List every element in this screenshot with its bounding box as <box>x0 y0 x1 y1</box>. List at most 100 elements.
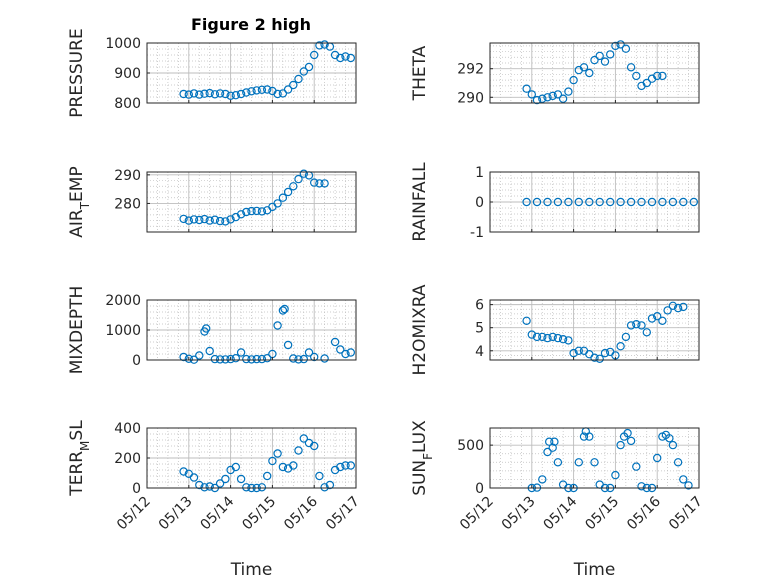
data-point <box>179 89 188 99</box>
data-point <box>289 182 298 191</box>
x-tick-label: 05/12 <box>457 494 497 534</box>
data-point <box>278 89 288 98</box>
axes-box <box>489 42 700 104</box>
data-point <box>236 348 246 357</box>
data-point <box>215 216 225 226</box>
data-point <box>668 440 678 450</box>
data-point <box>273 199 282 208</box>
data-point <box>310 50 319 60</box>
data-point <box>179 467 188 476</box>
data-point <box>637 482 646 491</box>
y-tick-label: 900 <box>114 66 141 82</box>
data-point <box>653 71 662 81</box>
data-point <box>184 216 193 225</box>
data-point <box>205 482 214 491</box>
y-tick-label: 1 <box>475 165 484 181</box>
data-point <box>226 354 235 364</box>
figure-title: Figure 2 high <box>191 15 311 34</box>
x-axis-label: Time <box>573 560 616 580</box>
data-point <box>200 89 209 98</box>
data-point <box>341 461 350 470</box>
data-point <box>532 197 542 207</box>
data-point <box>538 94 547 103</box>
data-point <box>653 312 662 321</box>
data-point <box>673 458 683 467</box>
data-point <box>200 214 209 224</box>
data-point <box>585 197 594 207</box>
data-point <box>668 301 678 310</box>
data-point <box>320 483 329 492</box>
y-tick-label: 5 <box>475 321 484 337</box>
data-point <box>346 348 355 357</box>
x-tick-label: 05/17 <box>323 494 363 534</box>
data-point <box>189 473 199 482</box>
data-point <box>236 89 246 99</box>
data-point <box>585 68 594 78</box>
data-point <box>574 346 584 355</box>
data-point <box>221 89 230 99</box>
x-tick-label: 05/16 <box>624 493 664 533</box>
data-point <box>320 354 329 363</box>
data-point <box>289 461 298 470</box>
data-point <box>195 90 204 99</box>
data-point <box>658 197 667 207</box>
data-point <box>538 475 547 484</box>
data-point <box>210 90 220 99</box>
y-tick-label: 500 <box>457 438 484 454</box>
data-point <box>310 352 319 362</box>
data-point <box>632 320 641 329</box>
data-point <box>304 348 314 357</box>
data-point <box>574 197 584 207</box>
data-point <box>579 432 589 441</box>
data-point <box>522 316 531 325</box>
y-tick-label: 292 <box>457 62 484 78</box>
data-point <box>658 316 667 325</box>
y-tick-label: 290 <box>457 90 484 106</box>
data-point <box>221 474 230 484</box>
y-axis-label: RAINFALL <box>410 162 430 242</box>
data-point <box>294 74 303 84</box>
y-axis-label: TERRMSL <box>67 420 92 497</box>
y-axis-label: MIXDEPTH <box>67 286 87 375</box>
data-point <box>569 348 578 358</box>
data-point <box>543 333 552 343</box>
y-tick-label: 6 <box>475 298 484 314</box>
data-point <box>611 470 620 480</box>
data-point <box>299 67 308 76</box>
data-point <box>679 197 688 207</box>
subplot-mixdepth: 0 1000 2000 MIXDEPTH <box>67 286 357 375</box>
data-point <box>626 197 636 207</box>
data-point <box>242 354 251 364</box>
data-point <box>553 333 563 343</box>
data-point <box>221 355 230 364</box>
y-tick-label: 0 <box>132 481 141 497</box>
data-point <box>684 481 693 490</box>
axes-box <box>146 171 357 233</box>
data-point <box>341 52 350 61</box>
data-point <box>632 71 641 81</box>
data-point <box>184 90 193 99</box>
data-point <box>283 340 293 350</box>
data-point <box>247 87 256 96</box>
data-point <box>548 443 557 452</box>
data-point <box>632 462 641 471</box>
data-point <box>553 90 563 99</box>
data-point <box>221 217 230 226</box>
y-axis-label: THETA <box>410 45 430 101</box>
data-point <box>289 80 298 90</box>
subplot-rainfall: -1 0 1 RAINFALL <box>410 162 700 242</box>
data-point <box>242 207 251 217</box>
data-point <box>257 207 267 216</box>
data-point <box>247 206 256 216</box>
data-point <box>252 86 261 95</box>
data-point <box>273 89 282 99</box>
data-point <box>616 440 625 450</box>
data-point <box>532 332 542 342</box>
data-point <box>257 483 267 492</box>
data-point <box>623 428 632 438</box>
data-point <box>564 87 573 96</box>
data-point <box>280 304 289 314</box>
data-point <box>201 324 211 333</box>
axes-box <box>489 427 700 489</box>
